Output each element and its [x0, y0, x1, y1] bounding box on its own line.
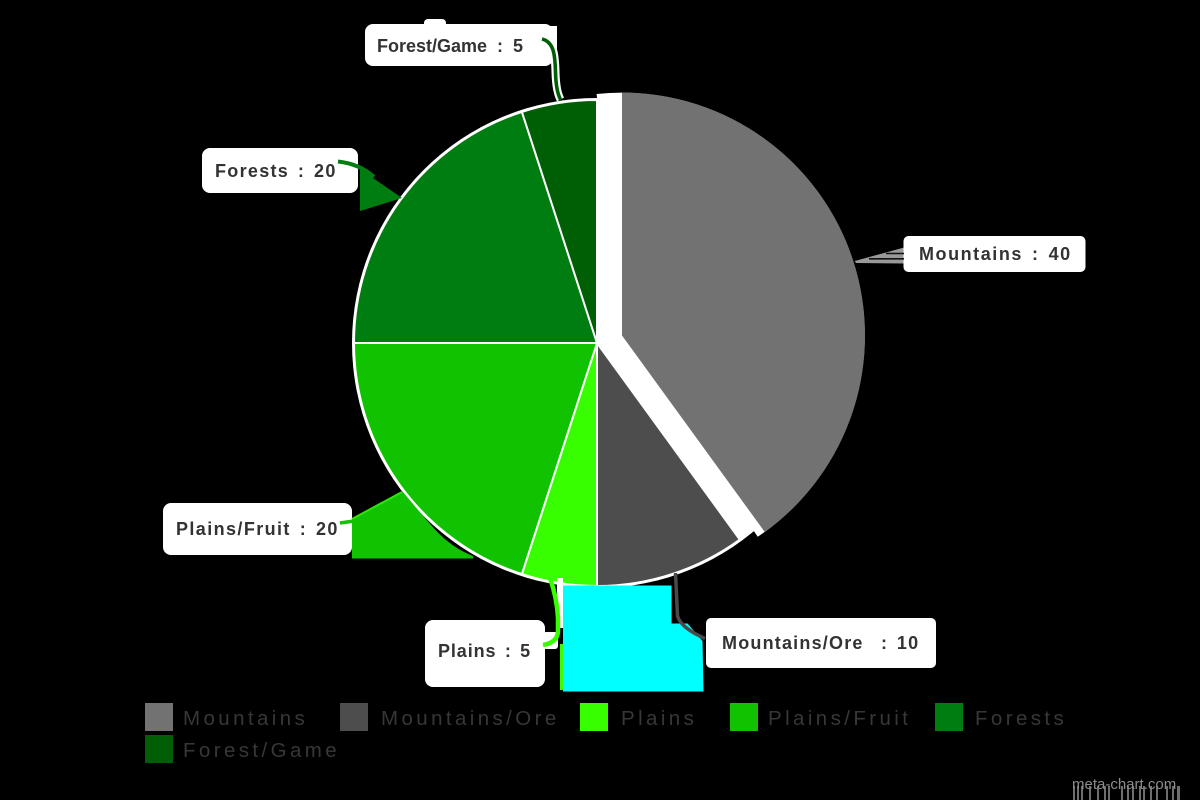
- svg-text:Forest/Game : 5: Forest/Game : 5: [377, 36, 523, 56]
- svg-text:Plains/Fruit : 20: Plains/Fruit : 20: [176, 519, 339, 539]
- svg-text:Plains/Fruit: Plains/Fruit: [768, 707, 911, 730]
- svg-text:Plains: Plains: [621, 707, 697, 730]
- svg-text:Mountains/Ore : 10: Mountains/Ore : 10: [722, 633, 919, 653]
- svg-text:Forests: Forests: [975, 707, 1067, 730]
- svg-text:Forests : 20: Forests : 20: [215, 161, 337, 181]
- svg-text:Mountains : 40: Mountains : 40: [919, 244, 1072, 264]
- svg-text:Mountains: Mountains: [183, 707, 308, 730]
- svg-text:meta-chart.com: meta-chart.com: [1072, 776, 1176, 793]
- svg-text:Plains : 5: Plains : 5: [438, 641, 531, 661]
- svg-text:Mountains/Ore: Mountains/Ore: [381, 707, 560, 730]
- svg-text:Forest/Game: Forest/Game: [183, 739, 340, 762]
